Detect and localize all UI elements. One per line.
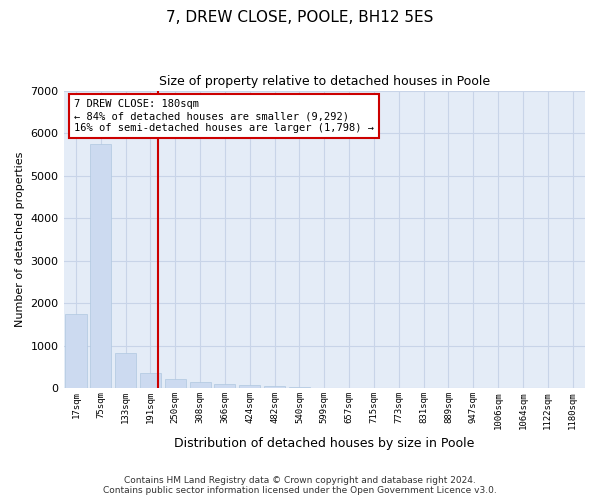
Y-axis label: Number of detached properties: Number of detached properties — [15, 152, 25, 327]
Bar — [115, 354, 136, 388]
Text: Contains HM Land Registry data © Crown copyright and database right 2024.
Contai: Contains HM Land Registry data © Crown c… — [103, 476, 497, 495]
Bar — [190, 382, 211, 388]
Title: Size of property relative to detached houses in Poole: Size of property relative to detached ho… — [159, 75, 490, 88]
Bar — [289, 387, 310, 388]
Bar — [90, 144, 112, 388]
Bar — [214, 384, 235, 388]
Text: 7, DREW CLOSE, POOLE, BH12 5ES: 7, DREW CLOSE, POOLE, BH12 5ES — [166, 10, 434, 25]
Bar — [264, 386, 285, 388]
Bar — [140, 373, 161, 388]
Text: 7 DREW CLOSE: 180sqm
← 84% of detached houses are smaller (9,292)
16% of semi-de: 7 DREW CLOSE: 180sqm ← 84% of detached h… — [74, 100, 374, 132]
Bar — [65, 314, 86, 388]
Bar — [239, 385, 260, 388]
Bar — [165, 379, 186, 388]
X-axis label: Distribution of detached houses by size in Poole: Distribution of detached houses by size … — [174, 437, 475, 450]
